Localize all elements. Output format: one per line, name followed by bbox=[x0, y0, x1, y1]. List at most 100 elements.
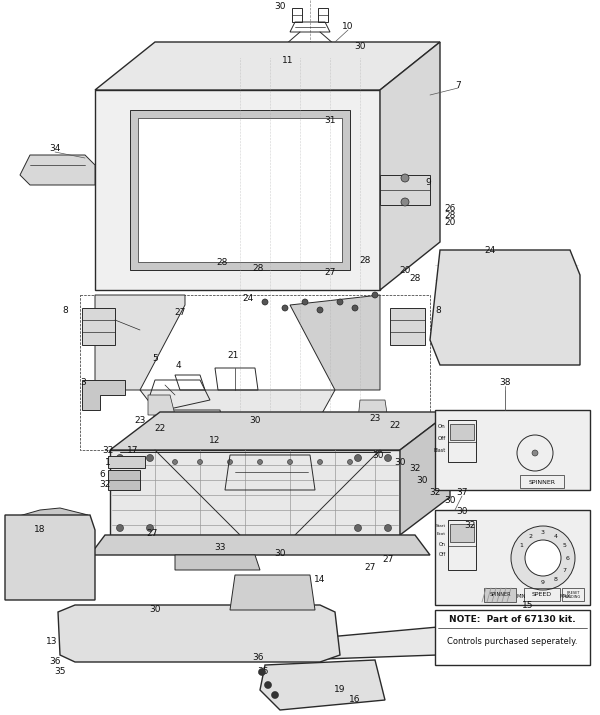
Bar bbox=[562, 588, 584, 601]
Circle shape bbox=[176, 630, 180, 634]
Circle shape bbox=[154, 630, 158, 634]
Polygon shape bbox=[110, 450, 400, 535]
Circle shape bbox=[137, 643, 141, 647]
Circle shape bbox=[265, 681, 271, 689]
Text: 5: 5 bbox=[152, 353, 158, 363]
Polygon shape bbox=[58, 605, 340, 662]
Bar bbox=[520, 475, 564, 488]
Text: 14: 14 bbox=[314, 576, 326, 584]
Circle shape bbox=[181, 643, 185, 647]
Circle shape bbox=[271, 691, 278, 699]
Text: 3: 3 bbox=[541, 531, 545, 536]
Text: Start: Start bbox=[436, 524, 446, 528]
Polygon shape bbox=[430, 250, 580, 365]
Text: 32: 32 bbox=[409, 463, 421, 473]
Polygon shape bbox=[260, 660, 385, 710]
Text: Blast: Blast bbox=[434, 448, 446, 453]
Text: 26: 26 bbox=[445, 204, 455, 212]
Text: 24: 24 bbox=[242, 293, 254, 302]
Text: 8: 8 bbox=[62, 305, 68, 315]
Polygon shape bbox=[148, 395, 175, 415]
Polygon shape bbox=[295, 615, 580, 660]
Text: 35: 35 bbox=[54, 668, 66, 676]
Circle shape bbox=[269, 643, 273, 647]
Text: 7: 7 bbox=[563, 568, 566, 573]
Text: 28: 28 bbox=[217, 257, 227, 267]
Text: 4: 4 bbox=[175, 360, 181, 370]
Polygon shape bbox=[230, 575, 315, 610]
Text: 28: 28 bbox=[359, 255, 371, 265]
Text: 35: 35 bbox=[257, 668, 269, 676]
Circle shape bbox=[286, 630, 290, 634]
Polygon shape bbox=[130, 110, 350, 270]
Text: 30: 30 bbox=[249, 415, 261, 425]
Polygon shape bbox=[138, 118, 342, 262]
Circle shape bbox=[282, 305, 288, 311]
Circle shape bbox=[257, 460, 262, 465]
Text: 32: 32 bbox=[103, 445, 113, 455]
Text: 19: 19 bbox=[334, 686, 346, 694]
Polygon shape bbox=[400, 412, 450, 535]
Bar bbox=[435, 410, 590, 490]
Text: 7: 7 bbox=[455, 81, 461, 89]
Text: 4: 4 bbox=[553, 534, 557, 539]
Bar bbox=[435, 610, 590, 665]
Text: 21: 21 bbox=[227, 350, 239, 360]
Polygon shape bbox=[95, 42, 440, 90]
Text: 33: 33 bbox=[214, 543, 226, 553]
Text: 27: 27 bbox=[146, 530, 158, 538]
Text: 27: 27 bbox=[325, 267, 335, 277]
Text: 22: 22 bbox=[154, 423, 166, 433]
Text: 27: 27 bbox=[364, 563, 376, 573]
Text: 30: 30 bbox=[149, 606, 161, 614]
Bar bbox=[524, 588, 560, 601]
Text: 30: 30 bbox=[372, 450, 384, 460]
Bar bbox=[450, 524, 474, 542]
Text: Off: Off bbox=[439, 553, 446, 558]
Text: SPINNER: SPINNER bbox=[529, 480, 556, 485]
Text: 31: 31 bbox=[324, 116, 336, 124]
Polygon shape bbox=[290, 295, 380, 390]
Circle shape bbox=[146, 525, 154, 531]
Circle shape bbox=[173, 460, 178, 465]
Text: 12: 12 bbox=[209, 435, 221, 445]
Polygon shape bbox=[110, 412, 450, 450]
Polygon shape bbox=[5, 508, 88, 520]
Circle shape bbox=[385, 455, 392, 461]
Text: 1: 1 bbox=[520, 543, 523, 548]
Text: 17: 17 bbox=[127, 445, 139, 455]
Text: 5: 5 bbox=[563, 543, 566, 548]
Circle shape bbox=[197, 460, 203, 465]
Text: NOTE:  Part of 67130 kit.: NOTE: Part of 67130 kit. bbox=[449, 614, 576, 623]
Text: 24: 24 bbox=[484, 245, 496, 255]
Text: 28: 28 bbox=[253, 264, 263, 272]
Text: 3: 3 bbox=[80, 378, 86, 387]
Circle shape bbox=[532, 450, 538, 456]
Circle shape bbox=[302, 299, 308, 305]
Bar bbox=[448, 520, 476, 570]
Circle shape bbox=[88, 630, 92, 634]
Text: 32: 32 bbox=[430, 488, 440, 496]
Text: 2: 2 bbox=[529, 534, 532, 539]
Circle shape bbox=[110, 630, 114, 634]
Text: 9: 9 bbox=[541, 581, 545, 586]
Text: 23: 23 bbox=[370, 413, 380, 423]
Text: 34: 34 bbox=[49, 144, 61, 152]
Text: 30: 30 bbox=[354, 41, 366, 51]
Bar bbox=[484, 588, 516, 602]
Text: Ecot: Ecot bbox=[437, 532, 446, 536]
Text: 13: 13 bbox=[46, 638, 58, 646]
Circle shape bbox=[372, 292, 378, 298]
Circle shape bbox=[115, 643, 119, 647]
Polygon shape bbox=[90, 535, 430, 555]
Text: 6: 6 bbox=[566, 556, 570, 561]
Circle shape bbox=[337, 299, 343, 305]
Text: 28: 28 bbox=[409, 274, 421, 282]
Bar bbox=[448, 420, 476, 462]
Text: 30: 30 bbox=[444, 495, 456, 505]
Text: 30: 30 bbox=[394, 458, 406, 466]
Text: 23: 23 bbox=[134, 415, 146, 425]
Circle shape bbox=[220, 630, 224, 634]
Text: 30: 30 bbox=[274, 550, 286, 558]
Text: On: On bbox=[439, 541, 446, 546]
